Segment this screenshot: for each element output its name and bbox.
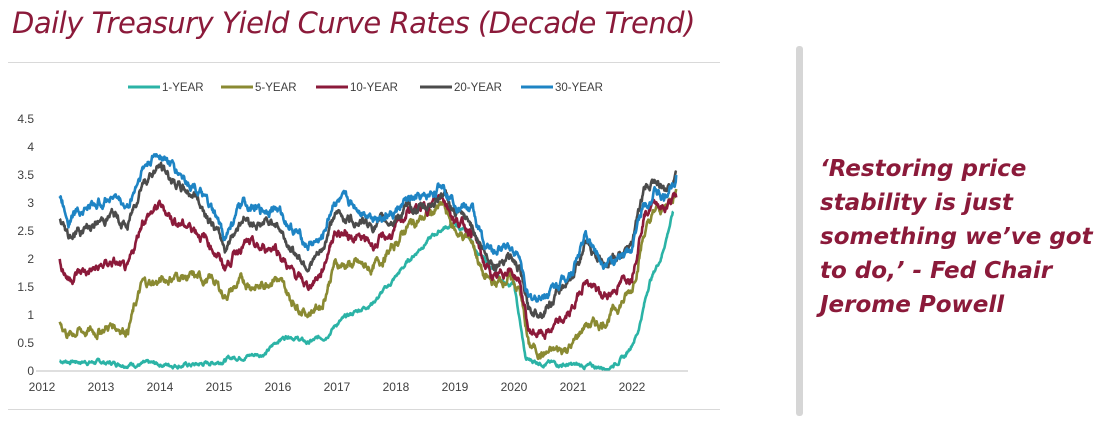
y-tick-label: 4: [27, 140, 34, 154]
legend-item-10-year: 10-YEAR: [316, 82, 398, 94]
x-tick-label: 2015: [206, 380, 233, 394]
series-line-20-year: [58, 161, 678, 320]
x-tick-label: 2012: [29, 380, 56, 394]
y-axis: 0 0.5 1 1.5 2 2.5 3 3.5 4 4.5: [17, 112, 34, 378]
series-line-30-year: [58, 153, 678, 303]
legend-item-20-year: 20-YEAR: [420, 82, 502, 94]
legend-item-5-year: 5-YEAR: [221, 82, 297, 94]
y-tick-label: 3: [27, 196, 34, 210]
legend-label: 20-YEAR: [454, 82, 502, 94]
x-tick-label: 2013: [88, 380, 115, 394]
y-tick-label: 3.5: [17, 168, 34, 182]
x-tick-label: 2022: [619, 380, 646, 394]
y-tick-label: 4.5: [17, 112, 34, 126]
legend-item-30-year: 30-YEAR: [521, 82, 603, 94]
x-tick-label: 2014: [147, 380, 174, 394]
x-tick-label: 2018: [383, 380, 410, 394]
y-tick-label: 1: [27, 308, 34, 322]
chart-legend: 1-YEAR 5-YEAR 10-YEAR 20-YEAR 30-YEAR: [128, 82, 603, 94]
y-tick-label: 0: [27, 364, 34, 378]
x-tick-label: 2017: [324, 380, 351, 394]
series-line-5-year: [58, 188, 678, 361]
legend-item-1-year: 1-YEAR: [128, 82, 204, 94]
x-axis: 2012 2013 2014 2015 2016 2017 2018 2019 2020 2021…: [29, 370, 688, 394]
y-tick-label: 2: [27, 252, 34, 266]
legend-label: 1-YEAR: [162, 82, 204, 94]
plot-area: [58, 153, 678, 371]
y-tick-label: 0.5: [17, 336, 34, 350]
legend-label: 30-YEAR: [555, 82, 603, 94]
series-line-10-year: [58, 191, 678, 340]
chart-panel: 1-YEAR 5-YEAR 10-YEAR 20-YEAR 30-YEAR 0 0.5 1 1…: [8, 62, 720, 410]
x-tick-label: 2016: [265, 380, 292, 394]
x-tick-label: 2019: [442, 380, 469, 394]
y-tick-label: 1.5: [17, 280, 34, 294]
x-tick-label: 2020: [501, 380, 528, 394]
powell-quote: ‘Restoring price stability is just somet…: [820, 156, 1093, 318]
y-tick-label: 2.5: [17, 224, 34, 238]
x-tick-label: 2021: [560, 380, 587, 394]
vertical-divider: [796, 46, 803, 416]
series-line-1-year: [58, 210, 675, 371]
page-title: Daily Treasury Yield Curve Rates (Decade…: [12, 6, 695, 40]
yield-chart: 1-YEAR 5-YEAR 10-YEAR 20-YEAR 30-YEAR 0 0.5 1 1…: [17, 82, 688, 394]
legend-label: 5-YEAR: [255, 82, 297, 94]
legend-label: 10-YEAR: [350, 82, 398, 94]
